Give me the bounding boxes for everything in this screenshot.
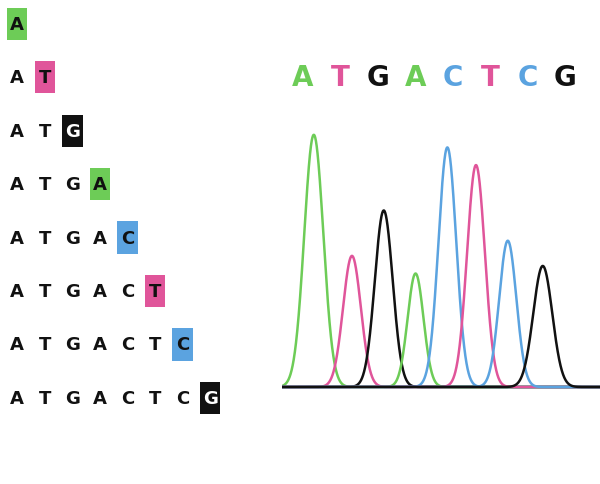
Text: A: A <box>10 282 24 301</box>
FancyBboxPatch shape <box>90 168 110 201</box>
Text: A: A <box>10 122 24 140</box>
Text: C: C <box>176 389 189 407</box>
FancyBboxPatch shape <box>35 62 55 94</box>
Text: A: A <box>10 336 24 354</box>
FancyBboxPatch shape <box>200 382 220 414</box>
Text: C: C <box>121 282 134 301</box>
Text: T: T <box>38 122 51 140</box>
Text: T: T <box>331 63 350 91</box>
Text: T: T <box>149 282 161 301</box>
Text: G: G <box>65 282 80 301</box>
Text: A: A <box>93 229 107 247</box>
Text: A: A <box>93 176 107 194</box>
Text: C: C <box>121 389 134 407</box>
Text: A: A <box>93 282 107 301</box>
FancyBboxPatch shape <box>145 275 165 307</box>
Text: C: C <box>121 336 134 354</box>
Text: A: A <box>292 63 313 91</box>
FancyBboxPatch shape <box>62 115 83 148</box>
FancyBboxPatch shape <box>172 329 193 361</box>
Text: T: T <box>38 176 51 194</box>
Text: A: A <box>10 69 24 87</box>
Text: A: A <box>10 389 24 407</box>
Text: T: T <box>481 63 500 91</box>
FancyBboxPatch shape <box>7 9 28 41</box>
FancyBboxPatch shape <box>118 222 138 254</box>
Text: G: G <box>65 229 80 247</box>
Text: T: T <box>38 389 51 407</box>
Text: T: T <box>38 336 51 354</box>
Text: G: G <box>65 176 80 194</box>
Text: A: A <box>10 15 24 34</box>
Text: C: C <box>443 63 463 91</box>
Text: C: C <box>176 336 189 354</box>
Text: T: T <box>38 229 51 247</box>
Text: A: A <box>10 229 24 247</box>
Text: G: G <box>65 389 80 407</box>
Text: G: G <box>65 122 80 140</box>
Text: T: T <box>149 336 161 354</box>
Text: T: T <box>38 69 51 87</box>
Text: T: T <box>149 389 161 407</box>
Text: G: G <box>367 63 389 91</box>
Text: G: G <box>65 336 80 354</box>
Text: T: T <box>38 282 51 301</box>
Text: C: C <box>518 63 538 91</box>
Text: A: A <box>93 389 107 407</box>
Text: A: A <box>404 63 426 91</box>
Text: C: C <box>121 229 134 247</box>
Text: A: A <box>10 176 24 194</box>
Text: G: G <box>203 389 218 407</box>
Text: A: A <box>93 336 107 354</box>
Text: G: G <box>554 63 577 91</box>
